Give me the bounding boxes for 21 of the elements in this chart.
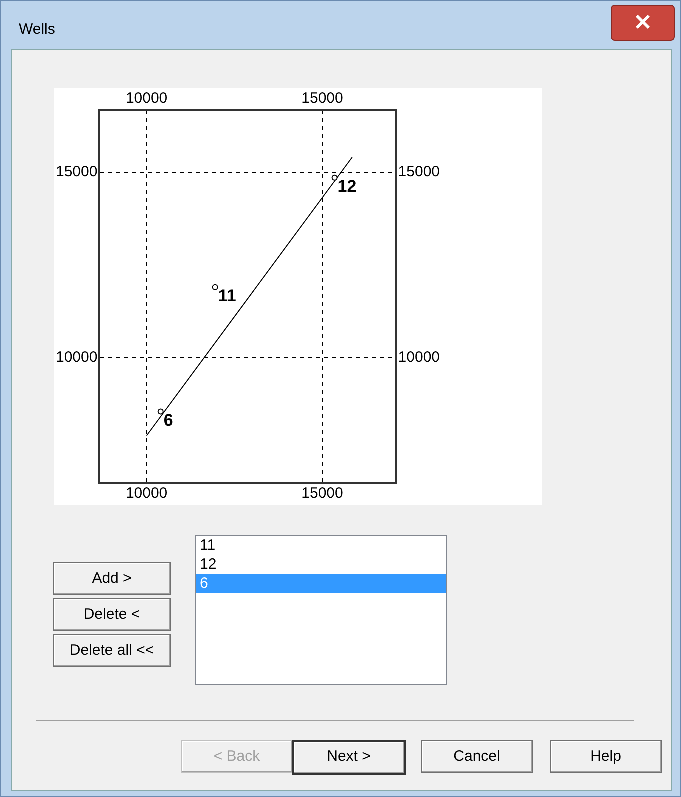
point [212,284,218,290]
annotation: 6 [164,410,174,430]
x2-tick-label: 10000 [126,90,168,108]
text: 11 [199,536,217,555]
point [332,174,338,181]
y2-tick-label: 15000 [398,163,440,180]
text: < Back [181,740,293,773]
text: 6 [196,574,446,593]
text: Delete < [53,598,171,631]
y2-tick-label: 10000 [398,349,440,366]
text: Help [550,740,662,773]
text: Delete all << [53,634,171,667]
annotation: 12 [338,177,357,196]
x2-tick-label: 15000 [302,90,344,108]
point [158,408,164,415]
text: Next > [292,740,406,775]
text: Cancel [421,740,533,773]
text: Add > [53,562,171,595]
chart-title: Wells [19,21,56,38]
annotation: 11 [218,286,236,306]
text: 12 [199,555,218,574]
